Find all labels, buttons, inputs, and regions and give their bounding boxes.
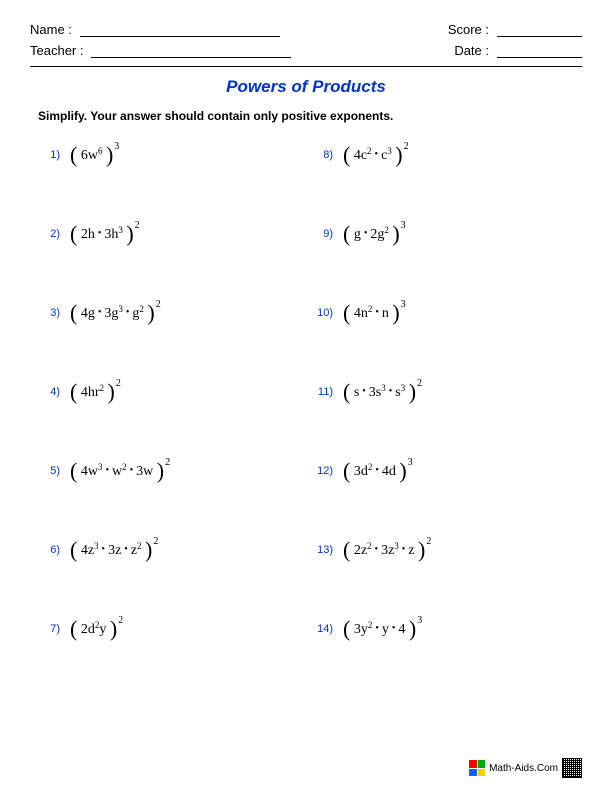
problem-expression: ( 4z3•3z•z2 )2 [70,536,158,563]
footer: Math-Aids.Com [469,758,582,778]
worksheet-page: Name : Score : Teacher : Date : Powers o… [0,0,612,792]
problem-number: 12) [311,465,343,477]
page-title: Powers of Products [30,77,582,97]
problem-expression: ( 4g•3g3•g2 )2 [70,299,161,326]
problem-number: 1) [38,149,70,161]
problem: 13)( 2z2•3z3•z )2 [311,536,574,563]
date-label: Date : [454,43,489,58]
problem-number: 13) [311,544,343,556]
problem-number: 7) [38,623,70,635]
problem: 4)( 4hr2 )2 [38,378,301,405]
teacher-label: Teacher : [30,43,83,58]
problem-expression: ( g•2g2 )3 [343,220,406,247]
problem: 7)( 2d2y )2 [38,615,301,642]
problem-number: 14) [311,623,343,635]
name-label: Name : [30,22,72,37]
header-row-1: Name : Score : [30,22,582,37]
score-line [497,23,582,37]
problem: 12)( 3d2•4d )3 [311,457,574,484]
instructions: Simplify. Your answer should contain onl… [38,109,582,123]
divider [30,66,582,67]
name-line [80,23,280,37]
problem-expression: ( 2z2•3z3•z )2 [343,536,431,563]
problem-expression: ( 2d2y )2 [70,615,123,642]
problem-expression: ( s•3s3•s3 )2 [343,378,422,405]
problem: 10)( 4n2•n )3 [311,299,574,326]
name-field: Name : [30,22,280,37]
teacher-field: Teacher : [30,43,291,58]
problem-expression: ( 2h•3h3 )2 [70,220,140,247]
problem: 1)( 6w6 )3 [38,141,301,168]
problems-grid: 1)( 6w6 )38)( 4c2•c3 )22)( 2h•3h3 )29)( … [30,141,582,642]
problem-number: 10) [311,307,343,319]
problem: 14)( 3y2•y•4 )3 [311,615,574,642]
problem-expression: ( 4c2•c3 )2 [343,141,409,168]
problem-number: 4) [38,386,70,398]
problem: 9)( g•2g2 )3 [311,220,574,247]
problem: 6)( 4z3•3z•z2 )2 [38,536,301,563]
problem-expression: ( 6w6 )3 [70,141,119,168]
header-row-2: Teacher : Date : [30,43,582,58]
problem-number: 6) [38,544,70,556]
problem-number: 5) [38,465,70,477]
problem: 8)( 4c2•c3 )2 [311,141,574,168]
score-field: Score : [448,22,582,37]
problem-number: 11) [311,386,343,398]
problem-number: 2) [38,228,70,240]
date-line [497,44,582,58]
problem-number: 9) [311,228,343,240]
score-label: Score : [448,22,489,37]
problem-expression: ( 3d2•4d )3 [343,457,413,484]
problem: 5)( 4w3•w2•3w )2 [38,457,301,484]
qr-icon [562,758,582,778]
problem-expression: ( 4hr2 )2 [70,378,121,405]
problem-expression: ( 3y2•y•4 )3 [343,615,422,642]
problem-expression: ( 4n2•n )3 [343,299,406,326]
date-field: Date : [454,43,582,58]
problem-number: 3) [38,307,70,319]
problem-number: 8) [311,149,343,161]
logo-icon [469,760,485,776]
problem: 3)( 4g•3g3•g2 )2 [38,299,301,326]
teacher-line [91,44,291,58]
problem: 11)( s•3s3•s3 )2 [311,378,574,405]
problem-expression: ( 4w3•w2•3w )2 [70,457,170,484]
problem: 2)( 2h•3h3 )2 [38,220,301,247]
footer-text: Math-Aids.Com [489,763,558,774]
